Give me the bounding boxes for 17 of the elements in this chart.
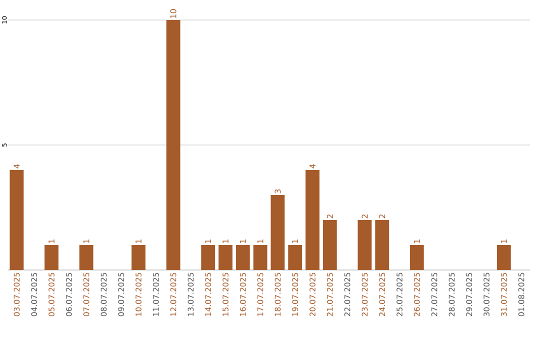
bar — [322, 220, 337, 270]
bar — [496, 245, 511, 270]
bar — [201, 245, 216, 270]
bar — [166, 20, 180, 270]
bar — [132, 245, 146, 270]
bar — [218, 245, 232, 270]
bar — [253, 245, 268, 270]
bar — [10, 170, 24, 270]
bar — [44, 245, 58, 270]
bar — [288, 245, 302, 270]
bar — [358, 220, 372, 270]
bar — [410, 245, 424, 270]
bar — [375, 220, 390, 270]
bar — [236, 245, 250, 270]
bar — [306, 170, 320, 270]
bar — [79, 245, 94, 270]
bar — [270, 195, 285, 270]
